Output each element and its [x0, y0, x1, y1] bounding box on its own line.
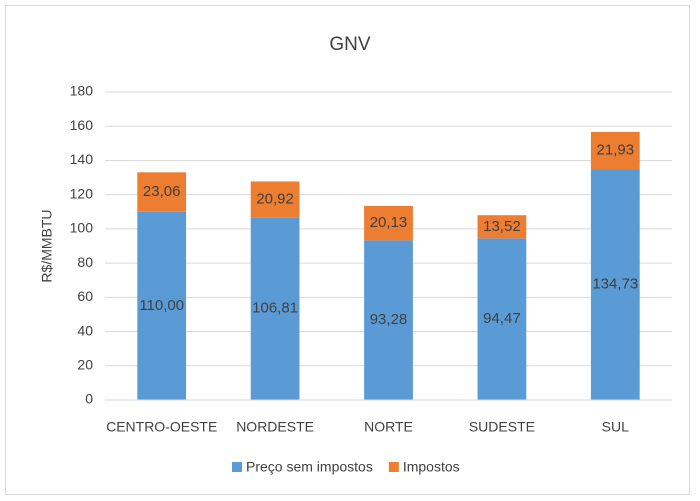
y-tick-label: 160	[70, 117, 94, 133]
bar-segment	[364, 205, 413, 241]
data-label: 23,06	[143, 183, 181, 200]
bar-segment	[477, 215, 527, 239]
data-label: 134,73	[592, 276, 638, 293]
bar-segment	[250, 181, 300, 218]
y-tick-label: 80	[77, 254, 93, 270]
y-tick-label: 100	[70, 220, 94, 236]
data-label: 106,81	[252, 300, 298, 317]
legend-label: Preço sem impostos	[246, 459, 373, 475]
data-label: 94,47	[483, 310, 521, 327]
bar-segment	[590, 169, 640, 400]
y-tick-label: 180	[70, 83, 94, 99]
data-label: 13,52	[483, 218, 521, 235]
data-label: 110,00	[139, 297, 184, 314]
y-tick-label: 60	[77, 288, 93, 304]
x-tick-label: SUDESTE	[469, 419, 535, 435]
chart-border	[5, 5, 690, 495]
bar-segment	[364, 240, 413, 400]
bar-segment	[137, 172, 187, 212]
x-tick-label: CENTRO-OESTE	[106, 419, 217, 435]
data-label: 20,92	[256, 190, 294, 207]
data-label: 93,28	[370, 311, 408, 328]
y-tick-label: 40	[77, 322, 93, 338]
bar-segment	[137, 211, 187, 400]
y-tick-label: 20	[77, 356, 93, 372]
x-tick-label: NORDESTE	[236, 419, 314, 435]
x-tick-label: NORTE	[364, 419, 413, 435]
data-label: 21,93	[597, 142, 635, 159]
y-tick-label: 140	[70, 151, 94, 167]
legend-label: Impostos	[403, 459, 460, 475]
legend-swatch	[388, 462, 399, 472]
y-tick-label: 0	[85, 391, 93, 407]
legend-swatch	[232, 462, 242, 472]
bar-segment	[590, 131, 640, 170]
x-tick-label: SUL	[602, 419, 629, 435]
bar-segment	[250, 217, 300, 400]
y-axis-label: R$/MMBTU	[39, 209, 55, 282]
y-tick-label: 120	[70, 185, 94, 201]
data-label: 20,13	[370, 214, 408, 231]
bar-segment	[477, 238, 527, 400]
chart-title: GNV	[329, 34, 371, 55]
